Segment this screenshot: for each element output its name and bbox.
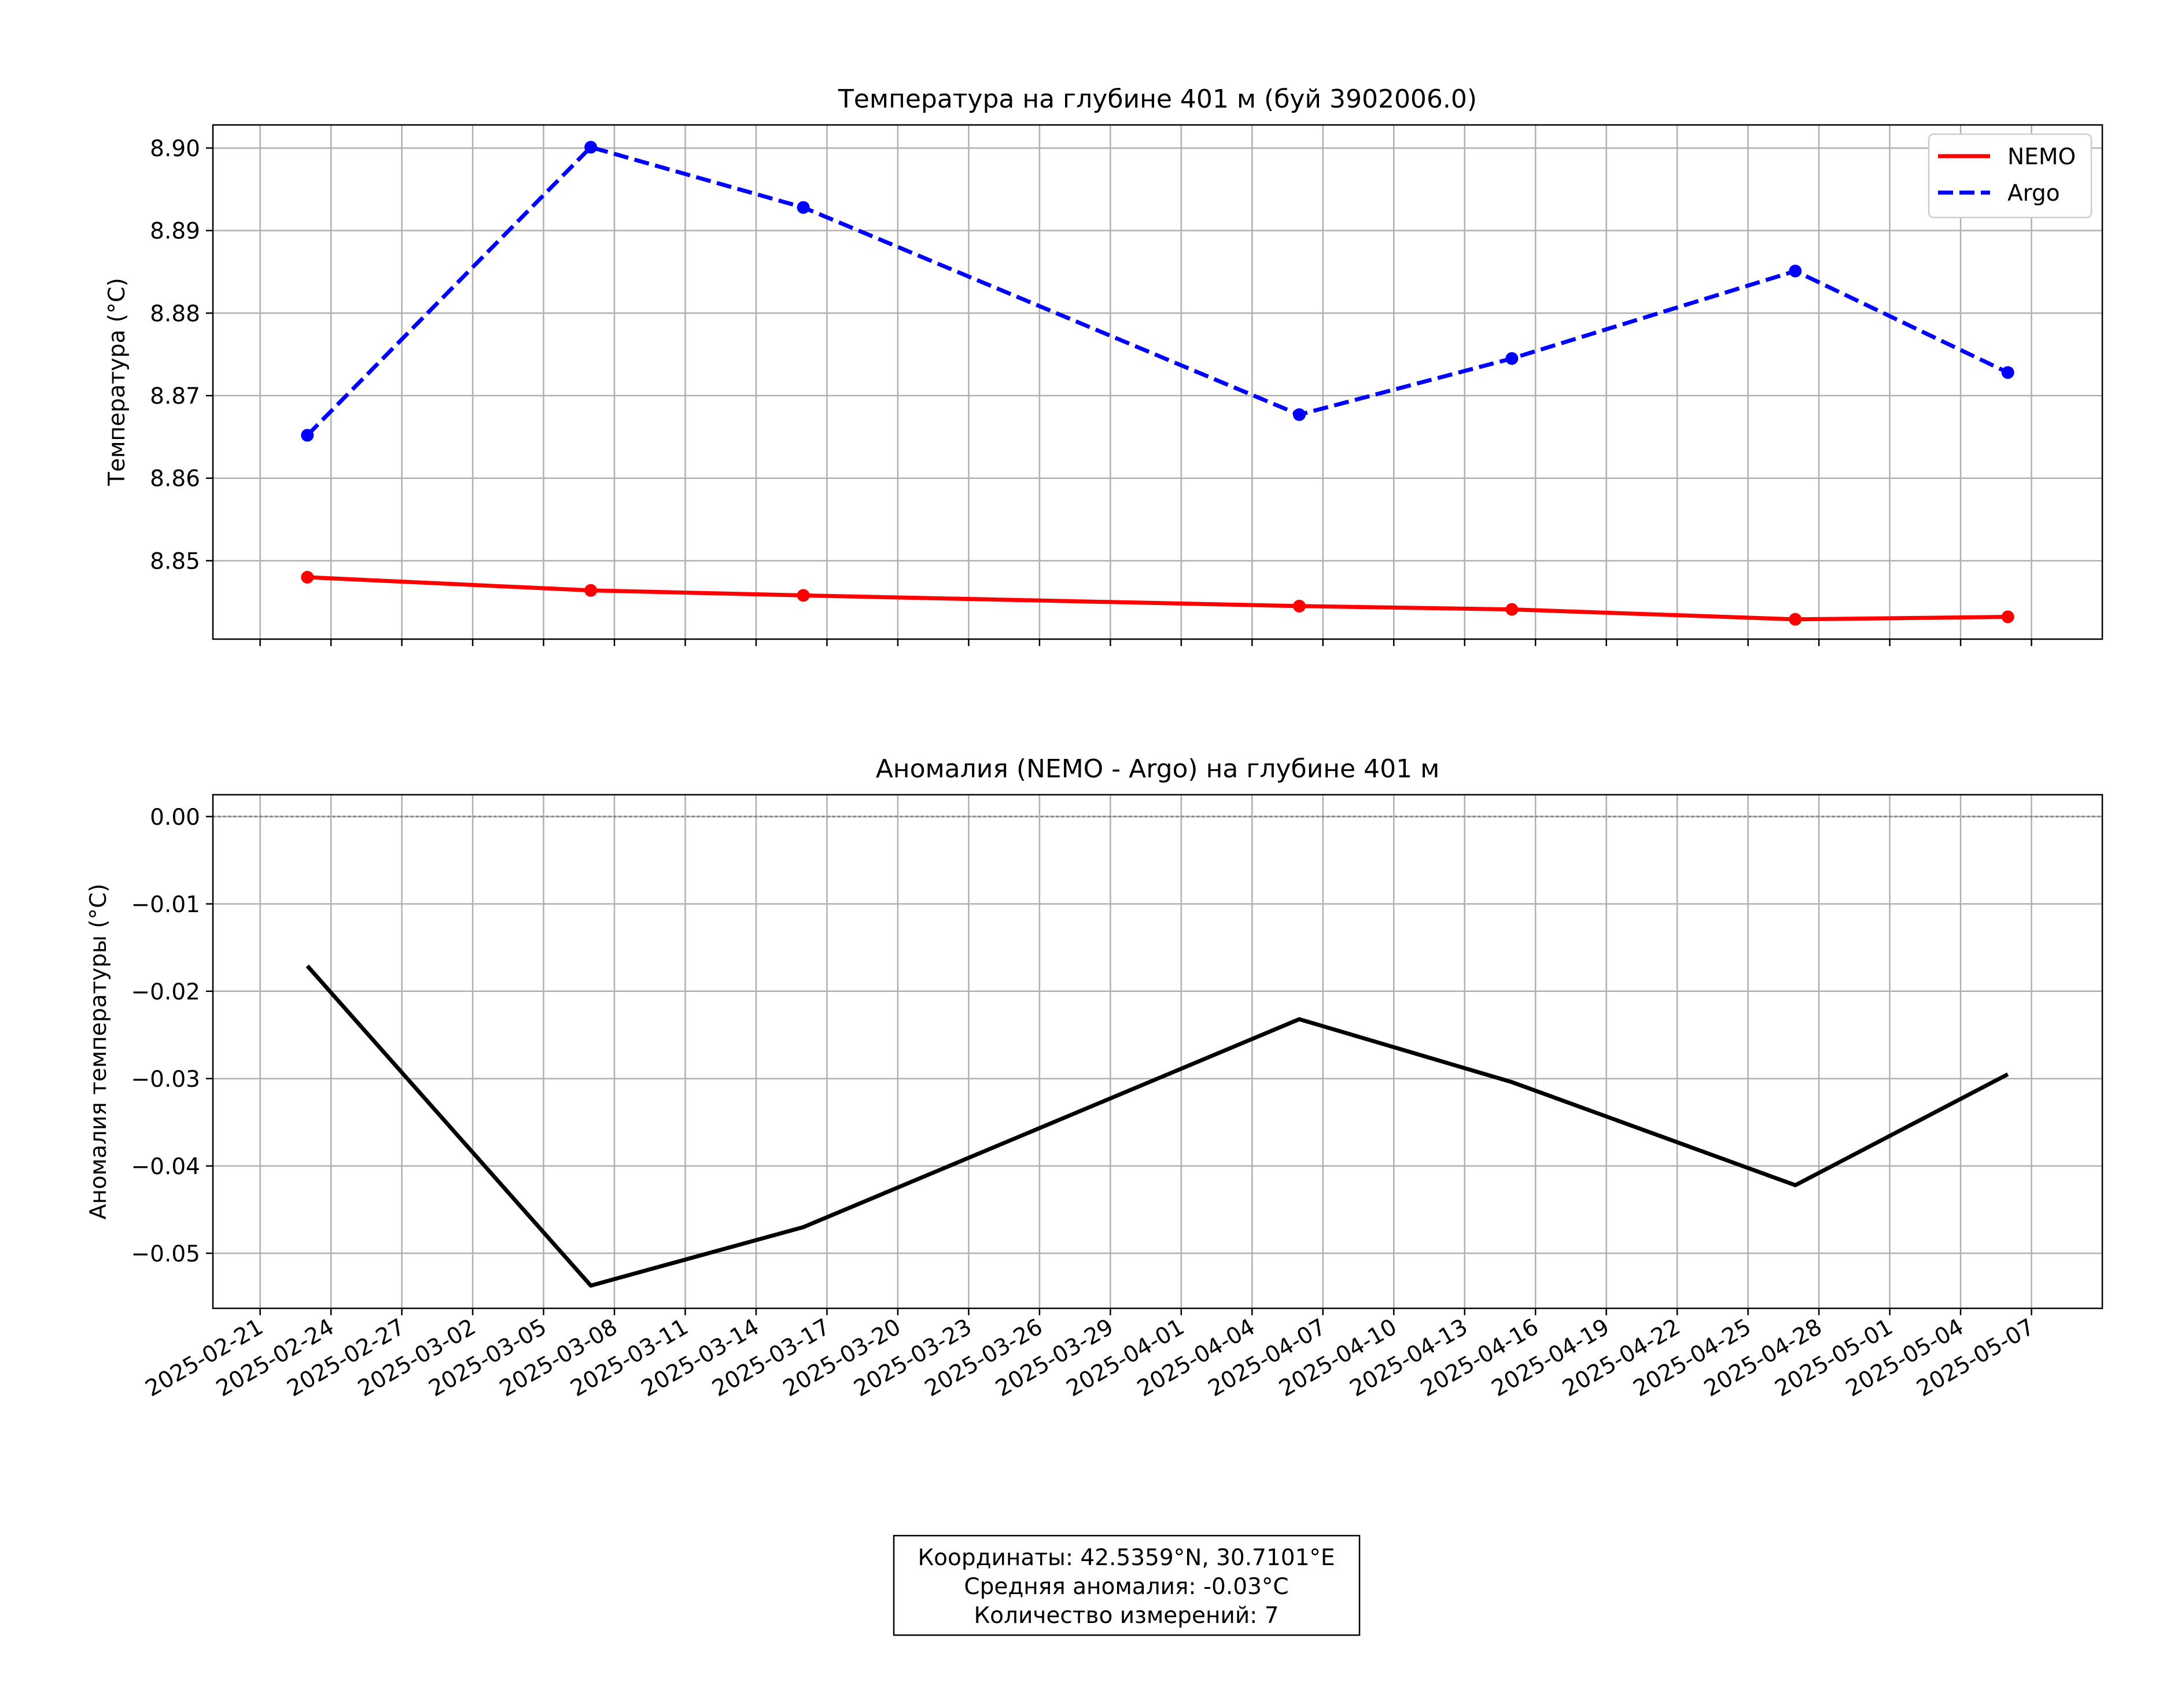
nemo-data-point: [2001, 610, 2014, 624]
y-tick-label: −0.02: [131, 979, 200, 1005]
temperature-y-axis-label: Температура (°C): [104, 278, 130, 486]
y-tick-label: 8.88: [150, 301, 200, 327]
nemo-data-point: [1789, 613, 1802, 626]
argo-data-point: [584, 141, 598, 154]
argo-data-point: [1292, 408, 1306, 421]
anomaly-series: [213, 816, 2102, 1288]
y-tick-label: 8.86: [150, 466, 200, 492]
argo-data-point: [301, 429, 314, 442]
argo-data-point: [1505, 352, 1519, 365]
info-box-frame: [893, 1534, 1361, 1636]
y-tick-label: 8.89: [150, 219, 200, 245]
legend: NEMO Argo: [1928, 133, 2092, 219]
temperature-axes-frame: [212, 124, 2103, 640]
y-tick-label: −0.01: [131, 892, 200, 918]
info-count: Количество измерений: 7: [974, 1603, 1279, 1629]
nemo-data-point: [1292, 599, 1306, 613]
anomaly-y-ticks: 0.00 −0.01 −0.02 −0.03 −0.04 −0.05: [131, 805, 213, 1267]
y-tick-label: 8.85: [150, 548, 200, 574]
temperature-y-ticks: 8.85 8.86 8.87 8.88 8.89 8.90: [150, 136, 213, 574]
nemo-data-point: [797, 589, 810, 602]
y-tick-label: 0.00: [150, 805, 200, 831]
y-tick-label: 8.90: [150, 136, 200, 162]
anomaly-x-ticks: 2025-02-212025-02-242025-02-272025-03-02…: [141, 1308, 2039, 1402]
temperature-x-ticks: [259, 639, 2032, 646]
anomaly-grid: [213, 795, 2102, 1308]
temperature-panel: 8.85 8.86 8.87 8.88 8.89 8.90 Температура на …: [104, 84, 2103, 646]
anomaly-y-axis-label: Аномалия температуры (°C): [86, 884, 112, 1220]
anomaly-series-line: [305, 964, 2009, 1288]
temperature-chart-title: Температура на глубине 401 м (буй 390200…: [838, 84, 1477, 114]
info-mean-anomaly: Средняя аномалия: -0.03°C: [964, 1574, 1288, 1600]
anomaly-panel: 0.00 −0.01 −0.02 −0.03 −0.04 −0.05 2025-02-21…: [86, 754, 2103, 1402]
y-tick-label: 8.87: [150, 383, 200, 410]
y-tick-label: −0.03: [131, 1067, 200, 1093]
y-tick-label: −0.04: [131, 1154, 200, 1180]
anomaly-axes-frame: [212, 794, 2103, 1309]
temperature-grid: [213, 125, 2102, 639]
nemo-series-line: [307, 575, 2008, 622]
argo-data-point: [2001, 366, 2014, 379]
legend-argo-label: Argo: [2007, 180, 2060, 206]
argo-data-point: [797, 201, 810, 214]
temperature-series: [301, 141, 2014, 626]
anomaly-chart-title: Аномалия (NEMO - Argo) на глубине 401 м: [876, 754, 1440, 784]
argo-series-line: [305, 145, 2009, 437]
nemo-data-point: [584, 584, 598, 597]
info-coordinates: Координаты: 42.5359°N, 30.7101°E: [918, 1545, 1335, 1571]
nemo-data-point: [301, 570, 314, 584]
argo-data-point: [1789, 264, 1802, 278]
info-box: Координаты: 42.5359°N, 30.7101°E Средняя…: [893, 1534, 1361, 1636]
legend-nemo-label: NEMO: [2007, 144, 2076, 170]
nemo-data-point: [1505, 603, 1519, 616]
y-tick-label: −0.05: [131, 1241, 200, 1267]
